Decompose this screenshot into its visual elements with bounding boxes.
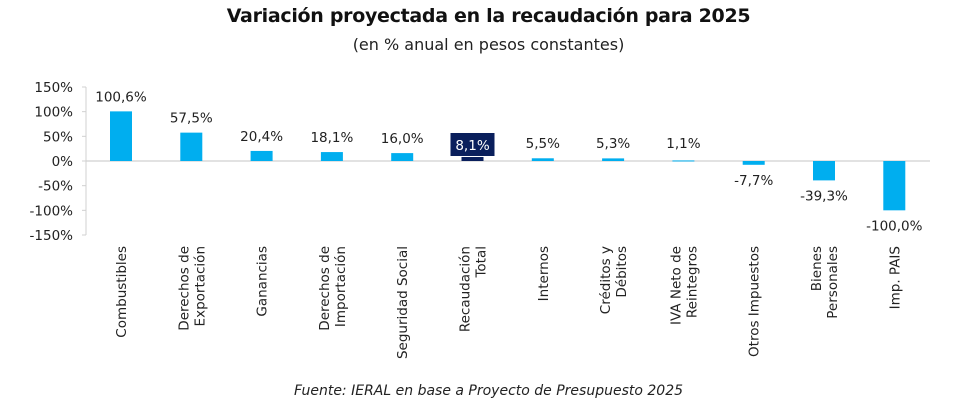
- bar: [250, 150, 273, 161]
- category-label-line: Recaudación: [458, 246, 474, 332]
- category-label-line: Bienes: [809, 246, 825, 291]
- data-label: 100,6%: [95, 89, 147, 105]
- bar: [531, 158, 554, 161]
- data-label: 5,5%: [526, 136, 560, 152]
- category-label-line: Derechos de: [176, 246, 192, 331]
- y-tick-label: -100%: [30, 203, 74, 219]
- chart-title: Variación proyectada en la recaudación p…: [226, 5, 751, 27]
- category-label-line: Internos: [536, 246, 552, 301]
- category-label: Ganancias: [255, 246, 271, 317]
- bar: [883, 161, 906, 211]
- category-label: Imp. PAIS: [887, 246, 903, 309]
- category-label-line: Débitos: [614, 246, 630, 298]
- category-label-line: Seguridad Social: [395, 246, 411, 359]
- category-label-line: Imp. PAIS: [887, 246, 903, 309]
- bar: [461, 157, 484, 161]
- y-tick-label: 150%: [34, 80, 73, 96]
- bar: [110, 111, 132, 161]
- category-label-line: Combustibles: [114, 246, 130, 338]
- category-label: Otros Impuestos: [747, 246, 763, 357]
- category-label: IVA Neto de Reintegros: [668, 246, 700, 325]
- category-label: Créditos y Débitos: [598, 246, 630, 314]
- category-label-line: Derechos de: [317, 246, 333, 331]
- bar: [813, 161, 835, 181]
- data-label: 1,1%: [666, 136, 700, 152]
- y-tick-label: -50%: [38, 179, 73, 195]
- category-label-line: Créditos y: [598, 246, 614, 314]
- y-tick-label: -150%: [30, 228, 74, 244]
- data-label: 20,4%: [240, 129, 283, 145]
- y-tick-label: 100%: [34, 105, 73, 121]
- bar: [320, 152, 343, 161]
- y-tick-label: 0%: [52, 154, 74, 170]
- bar: [180, 132, 203, 161]
- category-label: Bienes Personales: [809, 246, 841, 319]
- chart-source: Fuente: IERAL en base a Proyecto de Pres…: [293, 383, 684, 399]
- data-label: -100,0%: [866, 218, 923, 234]
- category-label-line: Personales: [825, 246, 841, 319]
- category-label-line: Importación: [333, 246, 349, 327]
- category-label-line: IVA Neto de: [668, 246, 684, 325]
- category-label-line: Total: [474, 246, 490, 279]
- category-label: Derechos de Importación: [317, 246, 349, 331]
- data-label: 18,1%: [310, 130, 353, 146]
- category-label: Combustibles: [114, 246, 130, 338]
- data-label: 8,1%: [455, 138, 489, 154]
- data-label: 16,0%: [381, 131, 424, 147]
- data-label: -39,3%: [800, 188, 848, 204]
- category-label-line: Otros Impuestos: [747, 246, 763, 357]
- category-label-line: Reintegros: [684, 246, 700, 318]
- data-label: 57,5%: [170, 111, 213, 127]
- y-tick-label: 50%: [43, 129, 73, 145]
- category-label: Seguridad Social: [395, 246, 411, 359]
- bar: [602, 158, 625, 161]
- bar: [672, 160, 695, 162]
- category-label: Internos: [536, 246, 552, 301]
- category-label: Derechos de Exportación: [176, 246, 208, 331]
- data-label: 5,3%: [596, 136, 630, 152]
- chart-subtitle: (en % anual en pesos constantes): [352, 35, 625, 54]
- category-label: Recaudación Total: [458, 246, 490, 332]
- highlight-label-box: [450, 133, 495, 156]
- category-label-line: Exportación: [192, 246, 208, 326]
- category-label-line: Ganancias: [255, 246, 271, 317]
- bar: [742, 161, 765, 165]
- bar: [391, 153, 414, 161]
- data-label: -7,7%: [734, 173, 773, 189]
